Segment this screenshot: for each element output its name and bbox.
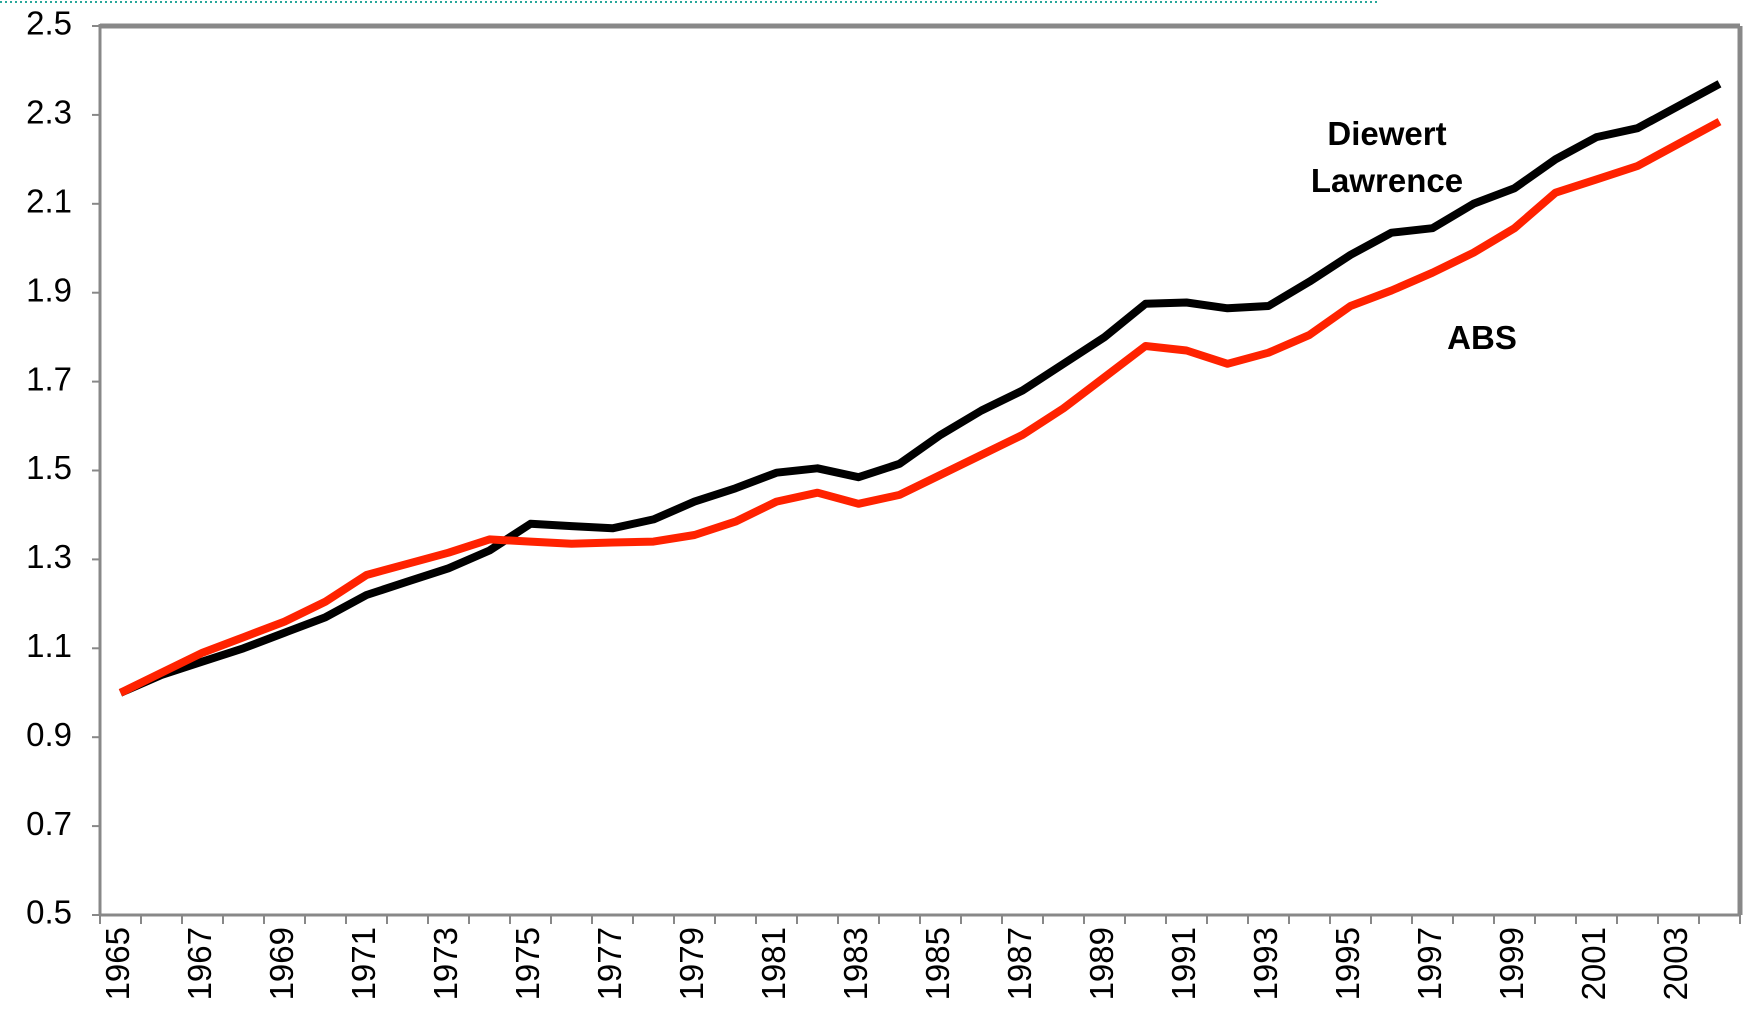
x-tick-label: 1999 xyxy=(1493,927,1530,1000)
x-tick-label: 1977 xyxy=(591,927,628,1000)
y-tick-label: 1.7 xyxy=(26,360,72,397)
x-tick-label: 1997 xyxy=(1411,927,1448,1000)
y-tick-label: 2.5 xyxy=(26,5,72,42)
y-tick-label: 2.3 xyxy=(26,94,72,131)
x-tick-label: 1967 xyxy=(181,927,218,1000)
y-tick-label: 0.7 xyxy=(26,805,72,842)
x-tick-label: 2003 xyxy=(1657,927,1694,1000)
y-tick-label: 1.3 xyxy=(26,538,72,575)
series-line xyxy=(118,118,1722,697)
x-tick-label: 1975 xyxy=(509,927,546,1000)
y-tick-label: 1.5 xyxy=(26,449,72,486)
x-tick-label: 1969 xyxy=(263,927,300,1000)
x-tick-label: 1985 xyxy=(919,927,956,1000)
x-tick-label: 1965 xyxy=(99,927,136,1000)
y-tick-label: 0.5 xyxy=(26,894,72,931)
x-tick-label: 2001 xyxy=(1575,927,1612,1000)
y-tick-label: 2.1 xyxy=(26,183,72,220)
x-tick-label: 1987 xyxy=(1001,927,1038,1000)
x-tick-label: 1995 xyxy=(1329,927,1366,1000)
series-label: Diewert Lawrence xyxy=(1310,115,1464,199)
x-tick-label: 1981 xyxy=(755,927,792,1000)
x-tick-label: 1971 xyxy=(345,927,382,1000)
x-tick-label: 1991 xyxy=(1165,927,1202,1000)
x-tick-label: 1979 xyxy=(673,927,710,1000)
x-tick-label: 1989 xyxy=(1083,927,1120,1000)
x-tick-label: 1973 xyxy=(427,927,464,1000)
series-line xyxy=(118,80,1722,697)
x-tick-label: 1983 xyxy=(837,927,874,1000)
y-tick-label: 1.9 xyxy=(26,271,72,308)
series-label: ABS xyxy=(1447,319,1517,356)
y-tick-label: 0.9 xyxy=(26,716,72,753)
y-tick-label: 1.1 xyxy=(26,627,72,664)
x-tick-label: 1993 xyxy=(1247,927,1284,1000)
